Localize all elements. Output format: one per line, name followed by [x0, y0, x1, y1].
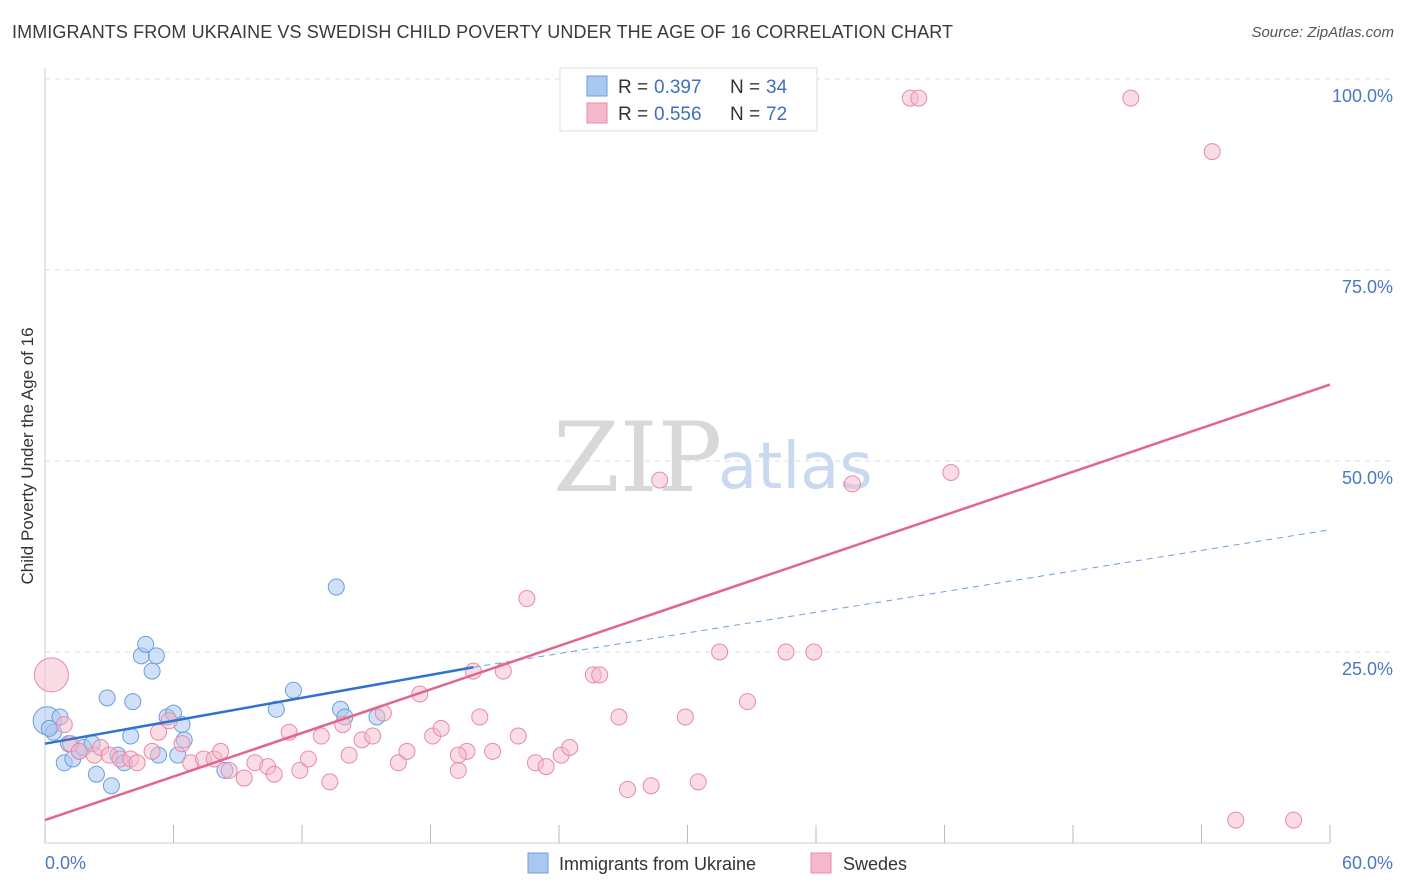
- y-tick-label-25: 25.0%: [1342, 659, 1393, 679]
- legend-swatch-blue: [586, 75, 608, 97]
- point-swedes: [449, 746, 467, 764]
- point-swedes: [449, 761, 467, 779]
- legend-n-value-1: 34: [766, 77, 788, 98]
- point-ukraine: [143, 662, 161, 680]
- point-ukraine: [87, 765, 105, 783]
- point-swedes: [389, 754, 407, 772]
- point-swedes: [173, 735, 191, 753]
- point-swedes: [312, 727, 330, 745]
- point-ukraine: [102, 777, 120, 795]
- point-swedes: [432, 719, 450, 737]
- point-swedes: [805, 643, 823, 661]
- legend-r-label-2: R =: [618, 104, 648, 125]
- series-swedes: [33, 89, 1303, 829]
- point-swedes: [676, 708, 694, 726]
- bottom-legend-label-swedes: Swedes: [843, 854, 907, 874]
- chart-title: IMMIGRANTS FROM UKRAINE VS SWEDISH CHILD…: [12, 22, 954, 42]
- point-swedes: [299, 750, 317, 768]
- y-tick-label-50: 50.0%: [1342, 468, 1393, 488]
- point-swedes: [537, 758, 555, 776]
- series-legend: Immigrants from Ukraine Swedes: [527, 852, 907, 874]
- point-swedes: [364, 727, 382, 745]
- point-swedes: [70, 742, 88, 760]
- point-swedes: [340, 746, 358, 764]
- point-swedes: [1122, 89, 1140, 107]
- point-swedes: [642, 777, 660, 795]
- bottom-legend-swatch-swedes: [810, 852, 832, 874]
- stats-legend: R = 0.397 N = 34 R = 0.556 N = 72: [559, 67, 818, 132]
- point-ukraine: [98, 689, 116, 707]
- point-ukraine: [137, 635, 155, 653]
- point-swedes: [942, 463, 960, 481]
- point-swedes: [910, 89, 928, 107]
- point-swedes: [777, 643, 795, 661]
- point-swedes: [1203, 143, 1221, 161]
- legend-r-value-1: 0.397: [654, 77, 702, 98]
- point-swedes: [398, 742, 416, 760]
- point-swedes: [689, 773, 707, 791]
- point-swedes: [291, 761, 309, 779]
- y-tick-label-75: 75.0%: [1342, 277, 1393, 297]
- bottom-legend-label-ukraine: Immigrants from Ukraine: [559, 854, 756, 874]
- y-tick-labels: 25.0% 50.0% 75.0% 100.0%: [1332, 86, 1393, 679]
- point-ukraine: [327, 578, 345, 596]
- bottom-legend-swatch-ukraine: [527, 852, 549, 874]
- point-swedes: [220, 761, 238, 779]
- trend-line-swedes: [44, 383, 1331, 822]
- legend-r-value-2: 0.556: [654, 104, 702, 125]
- x-axis-ticks: [44, 825, 1331, 843]
- point-ukraine: [40, 719, 58, 737]
- point-swedes: [321, 773, 339, 791]
- watermark-zip: ZIP: [553, 402, 722, 514]
- point-swedes: [561, 739, 579, 756]
- point-swedes: [265, 765, 283, 783]
- point-swedes: [128, 754, 146, 772]
- legend-swatch-pink: [586, 102, 608, 124]
- point-swedes: [711, 643, 729, 661]
- point-ukraine: [147, 647, 165, 665]
- legend-n-value-2: 72: [766, 104, 787, 125]
- point-swedes: [619, 781, 637, 799]
- point-swedes: [651, 471, 669, 489]
- point-swedes: [509, 727, 527, 745]
- point-swedes: [471, 708, 489, 726]
- legend-n-label-2: N =: [730, 104, 760, 125]
- source-credit: Source: ZipAtlas.com: [1251, 24, 1394, 41]
- point-ukraine: [124, 693, 142, 711]
- trend-line-ukraine-extrapolated: [473, 529, 1331, 668]
- point-swedes: [235, 769, 253, 787]
- point-swedes: [1227, 811, 1245, 829]
- gridlines: [45, 78, 1393, 653]
- x-tick-label-min: 0.0%: [45, 853, 86, 873]
- point-swedes: [591, 666, 609, 684]
- y-tick-label-100: 100.0%: [1332, 86, 1393, 106]
- point-swedes: [143, 742, 161, 760]
- point-swedes: [55, 716, 73, 734]
- trend-lines: [44, 383, 1331, 822]
- x-tick-label-max: 60.0%: [1342, 853, 1393, 873]
- point-ukraine: [284, 681, 302, 699]
- trend-line-ukraine: [44, 666, 474, 745]
- point-swedes: [484, 742, 502, 760]
- legend-r-label-1: R =: [618, 77, 648, 98]
- point-swedes: [610, 708, 628, 726]
- y-axis-label: Child Poverty Under the Age of 16: [18, 327, 37, 584]
- point-swedes: [212, 742, 230, 760]
- point-swedes: [738, 693, 756, 711]
- point-swedes: [33, 657, 69, 693]
- legend-n-label-1: N =: [730, 77, 760, 98]
- point-swedes: [1285, 811, 1303, 829]
- point-swedes: [843, 475, 861, 493]
- watermark-atlas: atlas: [718, 430, 873, 504]
- point-swedes: [518, 590, 536, 608]
